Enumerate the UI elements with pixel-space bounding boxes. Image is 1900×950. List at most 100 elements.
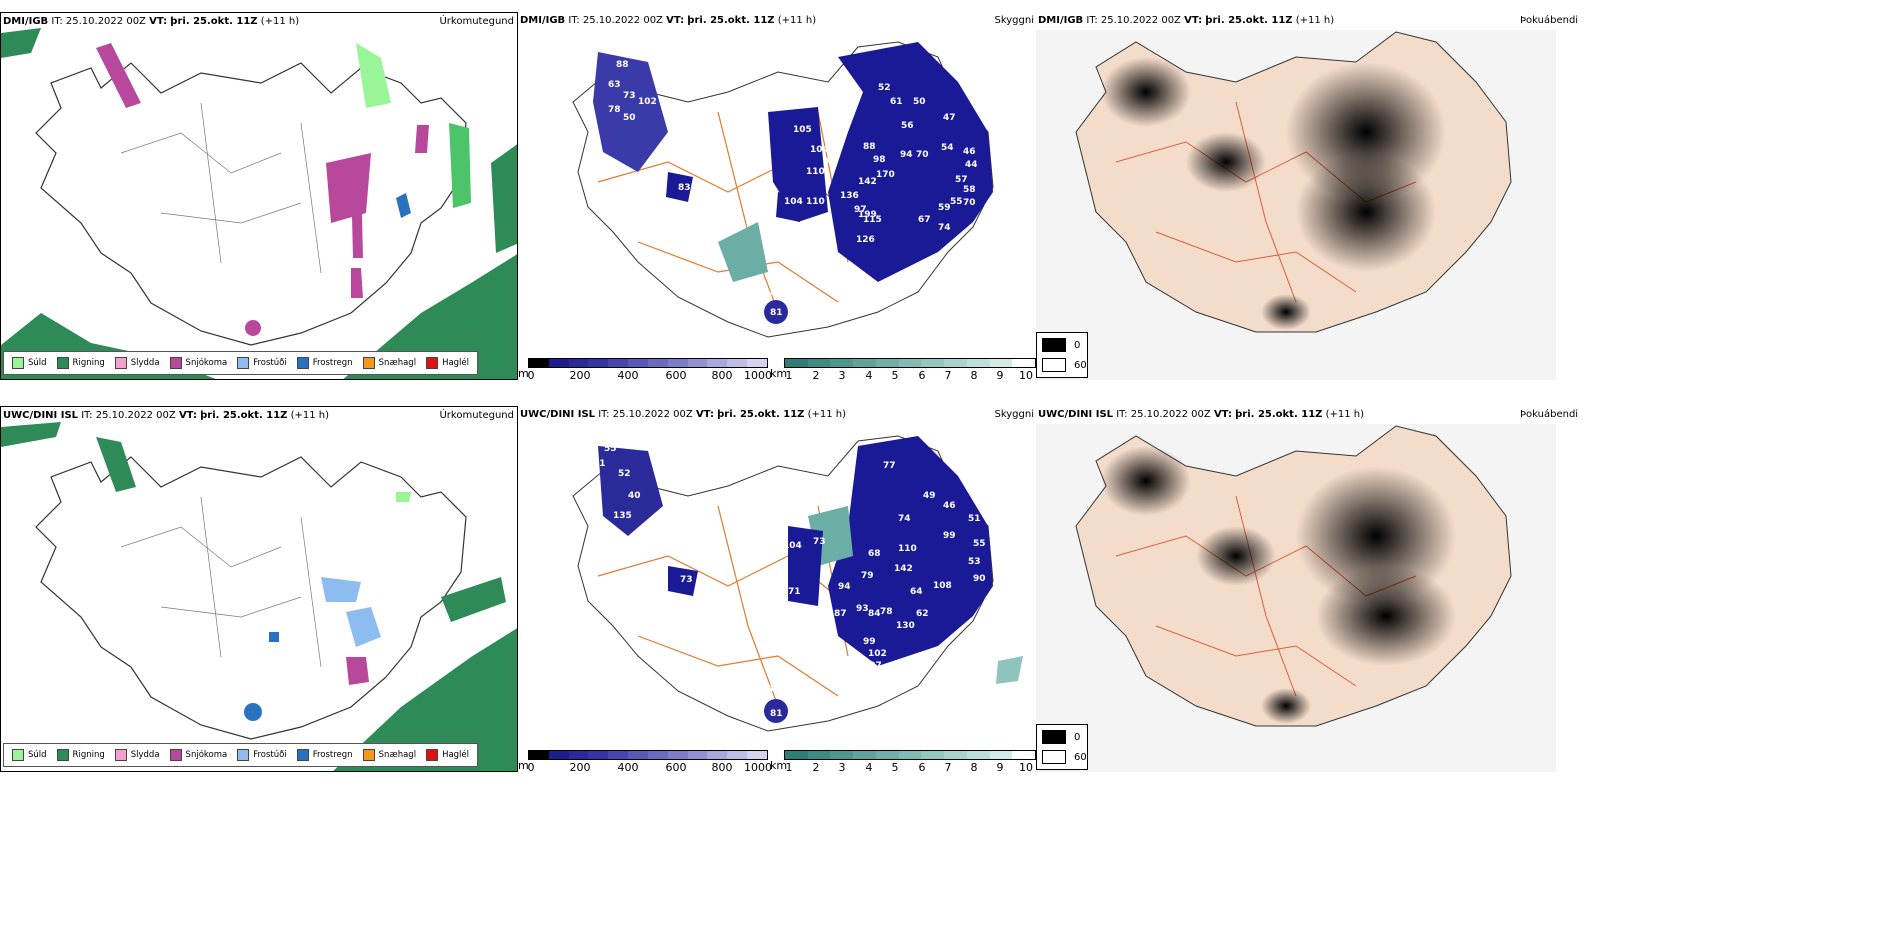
legend-item: Slydda — [114, 749, 160, 761]
vt-value: þri. 25.okt. 11Z — [170, 16, 258, 27]
cloud-label: 59 — [938, 203, 951, 213]
low-ceiling-spot-s — [764, 300, 788, 324]
roads — [120, 496, 322, 668]
cloud-label: 61 — [890, 97, 903, 107]
cloud-label: 110 — [806, 167, 825, 177]
cloud-label: 199 — [858, 210, 877, 220]
cloud-label: 170 — [876, 170, 895, 180]
cloud-label: 74 — [938, 223, 951, 233]
vt-value: þri. 25.okt. 11Z — [717, 409, 805, 420]
legend-item: Snjókoma — [169, 749, 227, 761]
snow-area-b — [351, 268, 363, 298]
cloud-label: 102 — [638, 97, 657, 107]
vt-label: VT: — [178, 410, 197, 421]
low-ceiling-spot — [776, 192, 803, 222]
model-name: UWC/DINI ISL — [520, 409, 596, 420]
tick-label: 3 — [838, 369, 846, 380]
tick-label: 1 — [785, 369, 793, 380]
snow-area-c — [415, 125, 429, 153]
cloud-map-bottom: 77 49 74 46 51 55 53 90 99 110 142 64 10… — [572, 435, 1023, 732]
tick-label: 400 — [617, 761, 639, 772]
legend-swatch — [362, 749, 375, 761]
legend-label: Snæhagl — [378, 358, 417, 368]
cloud-label: 104 — [783, 541, 802, 551]
visibility-ticks: 1 2 3 4 5 6 7 8 9 10 — [784, 760, 1036, 772]
legend-label: Súld — [28, 750, 47, 760]
it-label: IT: — [568, 15, 580, 26]
rain-area-e — [491, 144, 517, 253]
rain-area-e — [441, 577, 506, 622]
header-top-right: DMI/IGB IT: 25.10.2022 00Z VT: þri. 25.o… — [1038, 15, 1334, 26]
low-ceiling-area-w — [668, 566, 698, 596]
tick-label: 7 — [944, 761, 952, 772]
cloud-label: 78 — [608, 105, 621, 115]
visibility-strip — [784, 750, 1036, 760]
model-name: DMI/IGB — [520, 15, 566, 26]
legend-item: Snjókoma — [169, 357, 228, 369]
cloud-label: 126 — [856, 235, 875, 245]
tick-label: 200 — [569, 369, 591, 380]
it-value: 25.10.2022 00Z — [1100, 15, 1181, 26]
legend-item: Frostregn — [296, 749, 353, 761]
fog-title-bottom: Þokuábendi — [1520, 409, 1579, 420]
lead-time: (+11 h) — [290, 410, 330, 421]
visibility-area — [718, 222, 768, 282]
cloud-label: 108 — [933, 581, 952, 591]
tick-label: 400 — [617, 369, 639, 380]
cloud-label: 130 — [896, 621, 915, 631]
cloud-label: 94 — [900, 150, 913, 160]
cloud-label: 207 — [863, 661, 882, 671]
rain-area-nw — [1, 28, 41, 58]
cloud-label: 104 — [810, 145, 829, 155]
visibility-strip — [784, 358, 1036, 368]
it-value: 25.10.2022 00Z — [95, 410, 176, 421]
fog-legend-item: 0 — [1042, 730, 1080, 744]
fog-area-nw — [1101, 446, 1191, 516]
low-ceiling-area-east — [828, 42, 993, 282]
header-top-middle: DMI/IGB IT: 25.10.2022 00Z VT: þri. 25.o… — [520, 15, 816, 26]
lead-time: (+11 h) — [777, 15, 817, 26]
it-value: 25.10.2022 00Z — [65, 16, 146, 27]
cloud-label: 47 — [943, 113, 956, 123]
cloud-title-top: Skyggni — [994, 15, 1034, 26]
low-ceiling-area-center — [788, 526, 823, 606]
snow-area-nw — [96, 43, 141, 108]
fog-title-top: Þokuábendi — [1520, 15, 1579, 26]
legend-label: Frostúði — [253, 358, 287, 368]
cloud-label: 99 — [863, 637, 876, 647]
cloud-label: 70 — [916, 150, 929, 160]
cloud-label: 81 — [770, 308, 783, 318]
tick-label: 7 — [944, 369, 952, 380]
model-name: UWC/DINI ISL — [3, 410, 79, 421]
fog-area-east — [1296, 152, 1436, 272]
roads — [120, 102, 322, 274]
ceiling-strip — [528, 358, 768, 368]
tick-label: 1000 — [744, 761, 772, 772]
ceiling-unit: m — [518, 367, 529, 380]
legend-item: Rigning — [56, 357, 105, 369]
fog-legend-item: 60 — [1042, 358, 1087, 372]
legend-item: Súld — [12, 357, 47, 369]
fog-area-s — [1261, 294, 1311, 330]
legend-label: Slydda — [130, 358, 160, 368]
visibility-unit: km — [770, 759, 788, 772]
tick-label: 4 — [865, 369, 873, 380]
tick-label: 1000 — [744, 369, 772, 380]
cloud-label: 81 — [770, 288, 783, 298]
legend-label: Snjókoma — [185, 358, 228, 368]
cloud-panel-top: 52 61 50 56 47 54 46 44 57 58 70 59 55 7… — [518, 12, 1036, 380]
legend-swatch — [296, 749, 309, 761]
fog-area-center — [1196, 526, 1276, 586]
legend-swatch — [12, 357, 24, 369]
precip-type-panel-bottom: UWC/DINI ISL IT: 25.10.2022 00Z VT: þri.… — [0, 406, 518, 772]
fog-panel-bottom: UWC/DINI ISL IT: 25.10.2022 00Z VT: þri.… — [1036, 406, 1900, 772]
tick-label: 2 — [812, 761, 820, 772]
cloud-label: 110 — [806, 197, 825, 207]
rain-area-se — [343, 254, 517, 379]
cloud-label: 142 — [894, 564, 913, 574]
legend-item: Haglél — [426, 749, 469, 761]
rain-area-nw — [1, 422, 61, 447]
it-value: 25.10.2022 00Z — [612, 409, 693, 420]
legend-swatch — [237, 357, 250, 369]
drizzle-spot — [396, 492, 411, 502]
